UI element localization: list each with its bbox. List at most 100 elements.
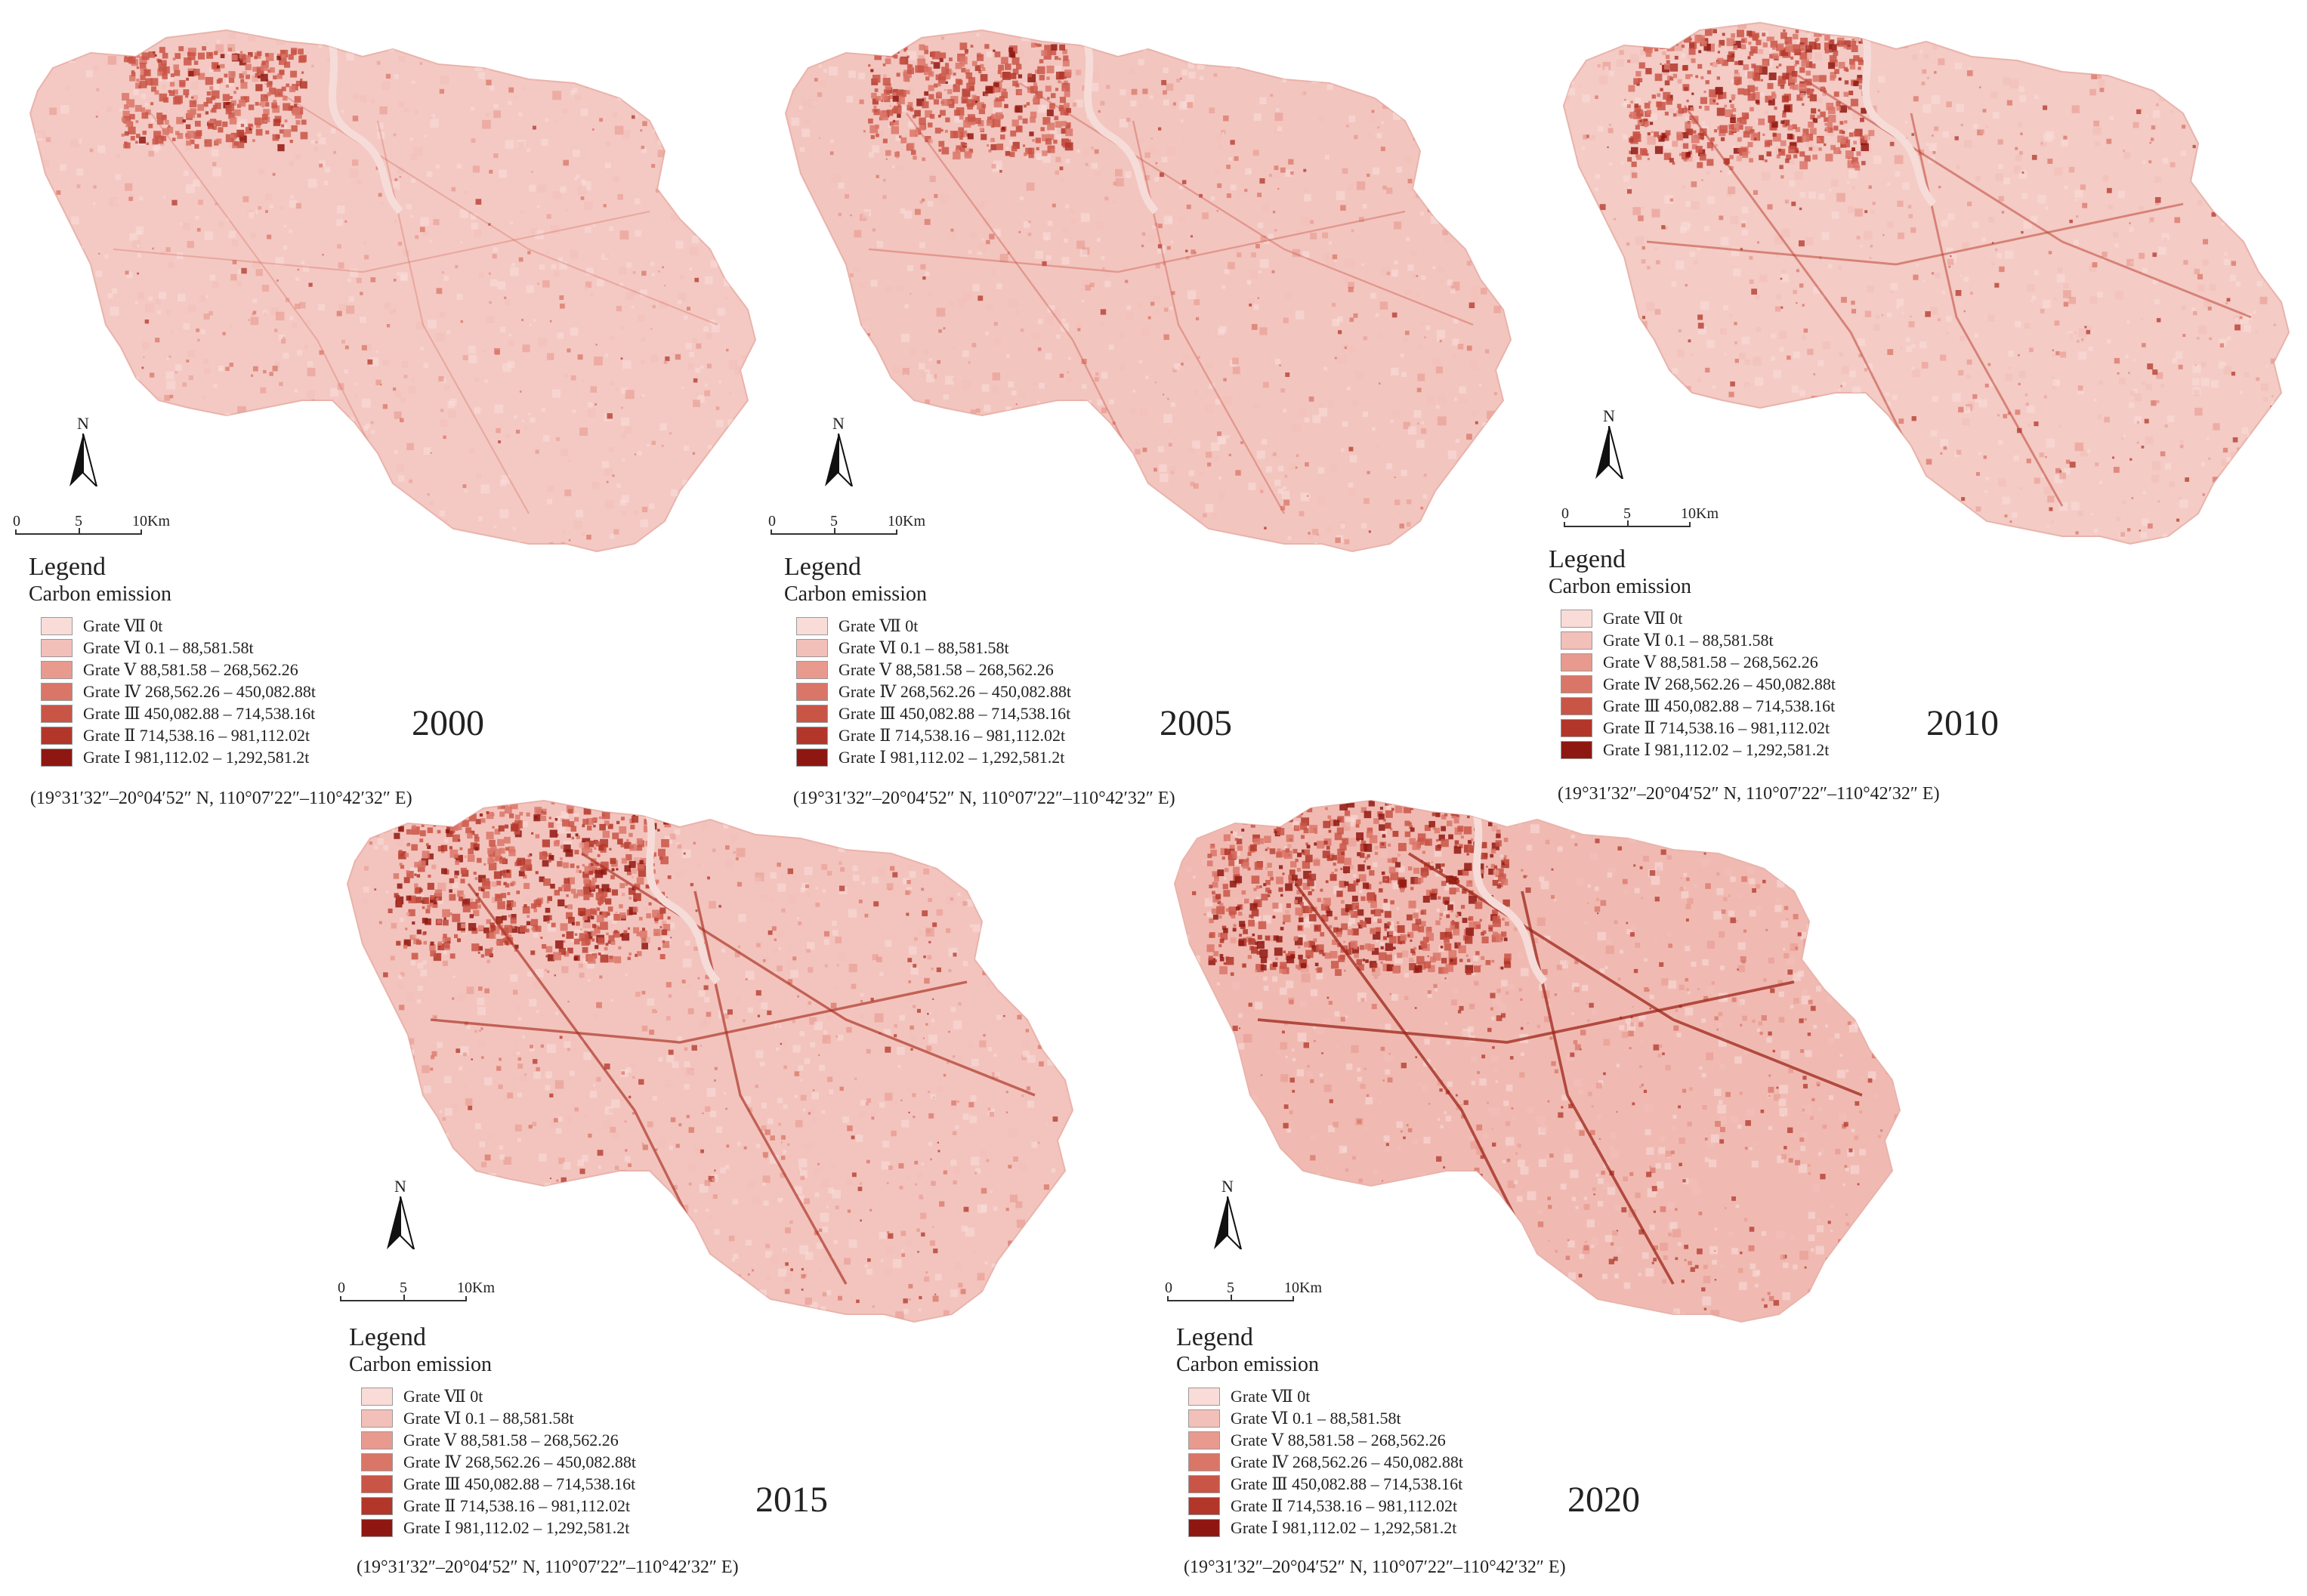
legend-swatch	[1188, 1387, 1220, 1406]
legend-item: Grate Ⅵ 0.1 – 88,581.58t	[796, 637, 1177, 659]
legend-label: Grate Ⅵ 0.1 – 88,581.58t	[838, 637, 1009, 657]
year-label: 2005	[1160, 703, 1232, 743]
legend-label: Grate Ⅳ 268,562.26 – 450,082.88t	[403, 1452, 636, 1471]
legend-label: Grate Ⅴ 88,581.58 – 268,562.26	[838, 659, 1054, 679]
legend-item: Grate Ⅵ 0.1 – 88,581.58t	[1188, 1407, 1569, 1429]
legend-label: Grate Ⅲ 450,082.88 – 714,538.16t	[1231, 1474, 1463, 1493]
coordinate-note: (19°31′32″–20°04′52″ N, 110°07′22″–110°4…	[1184, 1557, 1566, 1577]
legend: Legend Carbon emission Grate Ⅶ 0t Grate …	[1549, 545, 1941, 761]
legend-swatch	[41, 748, 73, 767]
legend-swatch	[1561, 740, 1592, 759]
scale-line	[340, 1296, 467, 1301]
legend-swatch	[1561, 696, 1592, 715]
legend-item: Grate Ⅴ 88,581.58 – 268,562.26	[1188, 1429, 1569, 1451]
region-map	[784, 29, 1512, 553]
legend-item: Grate Ⅳ 268,562.26 – 450,082.88t	[1188, 1451, 1569, 1473]
legend-swatch	[1188, 1452, 1220, 1471]
legend-title: Legend	[29, 553, 106, 581]
legend-title: Legend	[349, 1323, 426, 1351]
legend-swatch	[361, 1387, 393, 1406]
year-label: 2015	[755, 1480, 828, 1520]
legend-swatch	[1561, 631, 1592, 650]
map-panel-2000: N 0 5 10Km Legend Carbon emission Grate …	[0, 23, 771, 823]
scale-tick-5: 5	[1227, 1280, 1234, 1296]
legend: Legend Carbon emission Grate Ⅶ 0t Grate …	[29, 553, 422, 768]
legend-item: Grate Ⅵ 0.1 – 88,581.58t	[1561, 629, 1941, 651]
coordinate-note: (19°31′32″–20°04′52″ N, 110°07′22″–110°4…	[1558, 784, 1940, 804]
coordinate-note: (19°31′32″–20°04′52″ N, 110°07′22″–110°4…	[793, 789, 1175, 808]
region-map	[1173, 799, 1901, 1323]
legend-label: Grate Ⅱ 714,538.16 – 981,112.02t	[838, 725, 1066, 745]
legend-item: Grate Ⅳ 268,562.26 – 450,082.88t	[361, 1451, 742, 1473]
legend-item: Grate Ⅰ 981,112.02 – 1,292,581.2t	[1188, 1517, 1569, 1539]
legend-title: Legend	[1549, 545, 1626, 573]
scale-tick-10: 10Km	[1681, 505, 1719, 522]
scale-tick-0: 0	[13, 513, 20, 529]
north-label: N	[832, 414, 845, 433]
legend-label: Grate Ⅶ 0t	[1231, 1386, 1311, 1406]
region-map	[346, 799, 1074, 1323]
legend-item: Grate Ⅶ 0t	[41, 615, 422, 637]
legend-label: Grate Ⅳ 268,562.26 – 450,082.88t	[838, 681, 1071, 701]
year-label: 2000	[412, 703, 484, 743]
legend-label: Grate Ⅵ 0.1 – 88,581.58t	[1603, 630, 1774, 650]
legend: Legend Carbon emission Grate Ⅶ 0t Grate …	[784, 553, 1177, 768]
legend-title: Legend	[1176, 1323, 1253, 1351]
legend-label: Grate Ⅰ 981,112.02 – 1,292,581.2t	[403, 1517, 630, 1537]
map-panel-2020: N 0 5 10Km Legend Carbon emission Grate …	[1144, 793, 1915, 1594]
legend-item: Grate Ⅱ 714,538.16 – 981,112.02t	[796, 724, 1177, 746]
river	[1473, 815, 1548, 985]
legend-item: Grate Ⅲ 450,082.88 – 714,538.16t	[796, 702, 1177, 724]
north-arrow: N	[1205, 1178, 1250, 1254]
scale-tick-0: 0	[1165, 1280, 1172, 1296]
scale-bar: 0 5 10Km	[13, 513, 170, 544]
legend-label: Grate Ⅶ 0t	[83, 616, 163, 635]
north-arrow: N	[816, 415, 861, 491]
legend-swatch	[1188, 1518, 1220, 1537]
legend-swatch	[1561, 718, 1592, 737]
region-outline	[346, 799, 1074, 1323]
legend-item: Grate Ⅶ 0t	[1561, 607, 1941, 629]
map-panel-2015: N 0 5 10Km Legend Carbon emission Grate …	[317, 793, 1088, 1594]
scale-tick-10: 10Km	[457, 1280, 495, 1296]
legend-swatch	[361, 1518, 393, 1537]
legend-item: Grate Ⅰ 981,112.02 – 1,292,581.2t	[796, 746, 1177, 768]
legend-item: Grate Ⅱ 714,538.16 – 981,112.02t	[361, 1495, 742, 1517]
legend-item: Grate Ⅶ 0t	[1188, 1385, 1569, 1407]
scale-tick-0: 0	[338, 1280, 345, 1296]
legend-swatch	[796, 704, 828, 723]
legend-label: Grate Ⅳ 268,562.26 – 450,082.88t	[1603, 674, 1836, 693]
legend-swatch	[361, 1496, 393, 1515]
legend-item: Grate Ⅵ 0.1 – 88,581.58t	[41, 637, 422, 659]
legend-item: Grate Ⅵ 0.1 – 88,581.58t	[361, 1407, 742, 1429]
legend-item: Grate Ⅶ 0t	[796, 615, 1177, 637]
legend-label: Grate Ⅵ 0.1 – 88,581.58t	[403, 1408, 574, 1428]
region-map	[1562, 21, 2290, 545]
legend-label: Grate Ⅱ 714,538.16 – 981,112.02t	[1603, 718, 1830, 737]
legend-swatch	[1188, 1431, 1220, 1449]
scale-bar: 0 5 10Km	[1165, 1280, 1322, 1310]
legend-subtitle: Carbon emission	[29, 582, 171, 606]
legend-item: Grate Ⅲ 450,082.88 – 714,538.16t	[1188, 1473, 1569, 1495]
north-label: N	[394, 1177, 406, 1196]
region-outline	[1173, 799, 1901, 1323]
legend-item: Grate Ⅶ 0t	[361, 1385, 742, 1407]
legend-item: Grate Ⅴ 88,581.58 – 268,562.26	[1561, 651, 1941, 673]
legend-swatch	[1561, 653, 1592, 671]
legend-swatch	[41, 704, 73, 723]
legend-title: Legend	[784, 553, 861, 581]
legend-swatch	[41, 616, 73, 635]
legend-item: Grate Ⅱ 714,538.16 – 981,112.02t	[41, 724, 422, 746]
legend-item: Grate Ⅳ 268,562.26 – 450,082.88t	[41, 681, 422, 702]
legend-swatch	[1561, 609, 1592, 628]
legend-label: Grate Ⅴ 88,581.58 – 268,562.26	[1603, 652, 1818, 671]
legend-label: Grate Ⅴ 88,581.58 – 268,562.26	[1231, 1430, 1446, 1449]
scale-line	[15, 529, 142, 535]
river	[1084, 45, 1159, 215]
region-map	[29, 29, 757, 553]
scale-tick-0: 0	[768, 513, 776, 529]
legend-swatch	[1188, 1409, 1220, 1428]
scale-tick-10: 10Km	[1284, 1280, 1322, 1296]
scale-line	[1167, 1296, 1294, 1301]
